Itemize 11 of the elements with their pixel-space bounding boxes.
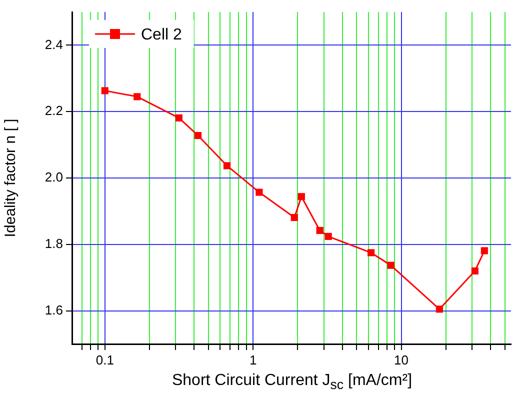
y-tick-label: 1.6 (44, 302, 63, 318)
y-tick-label: 2.4 (44, 36, 63, 52)
x-axis-title: Short Circuit Current J$_{sc}$ [mA/cm²] (170, 372, 414, 392)
x-tick-label: 1 (249, 352, 257, 368)
legend-label: Cell 2 (141, 26, 182, 44)
y-tick-label: 2.2 (44, 103, 63, 118)
y-axis-title: Ideality factor n [ ] (2, 118, 20, 238)
x-tick-label: 10 (394, 352, 409, 368)
x-tick-label: 0.1 (96, 352, 114, 368)
y-tick-label: 1.8 (44, 236, 63, 251)
y-tick-label: 2.0 (44, 170, 63, 185)
